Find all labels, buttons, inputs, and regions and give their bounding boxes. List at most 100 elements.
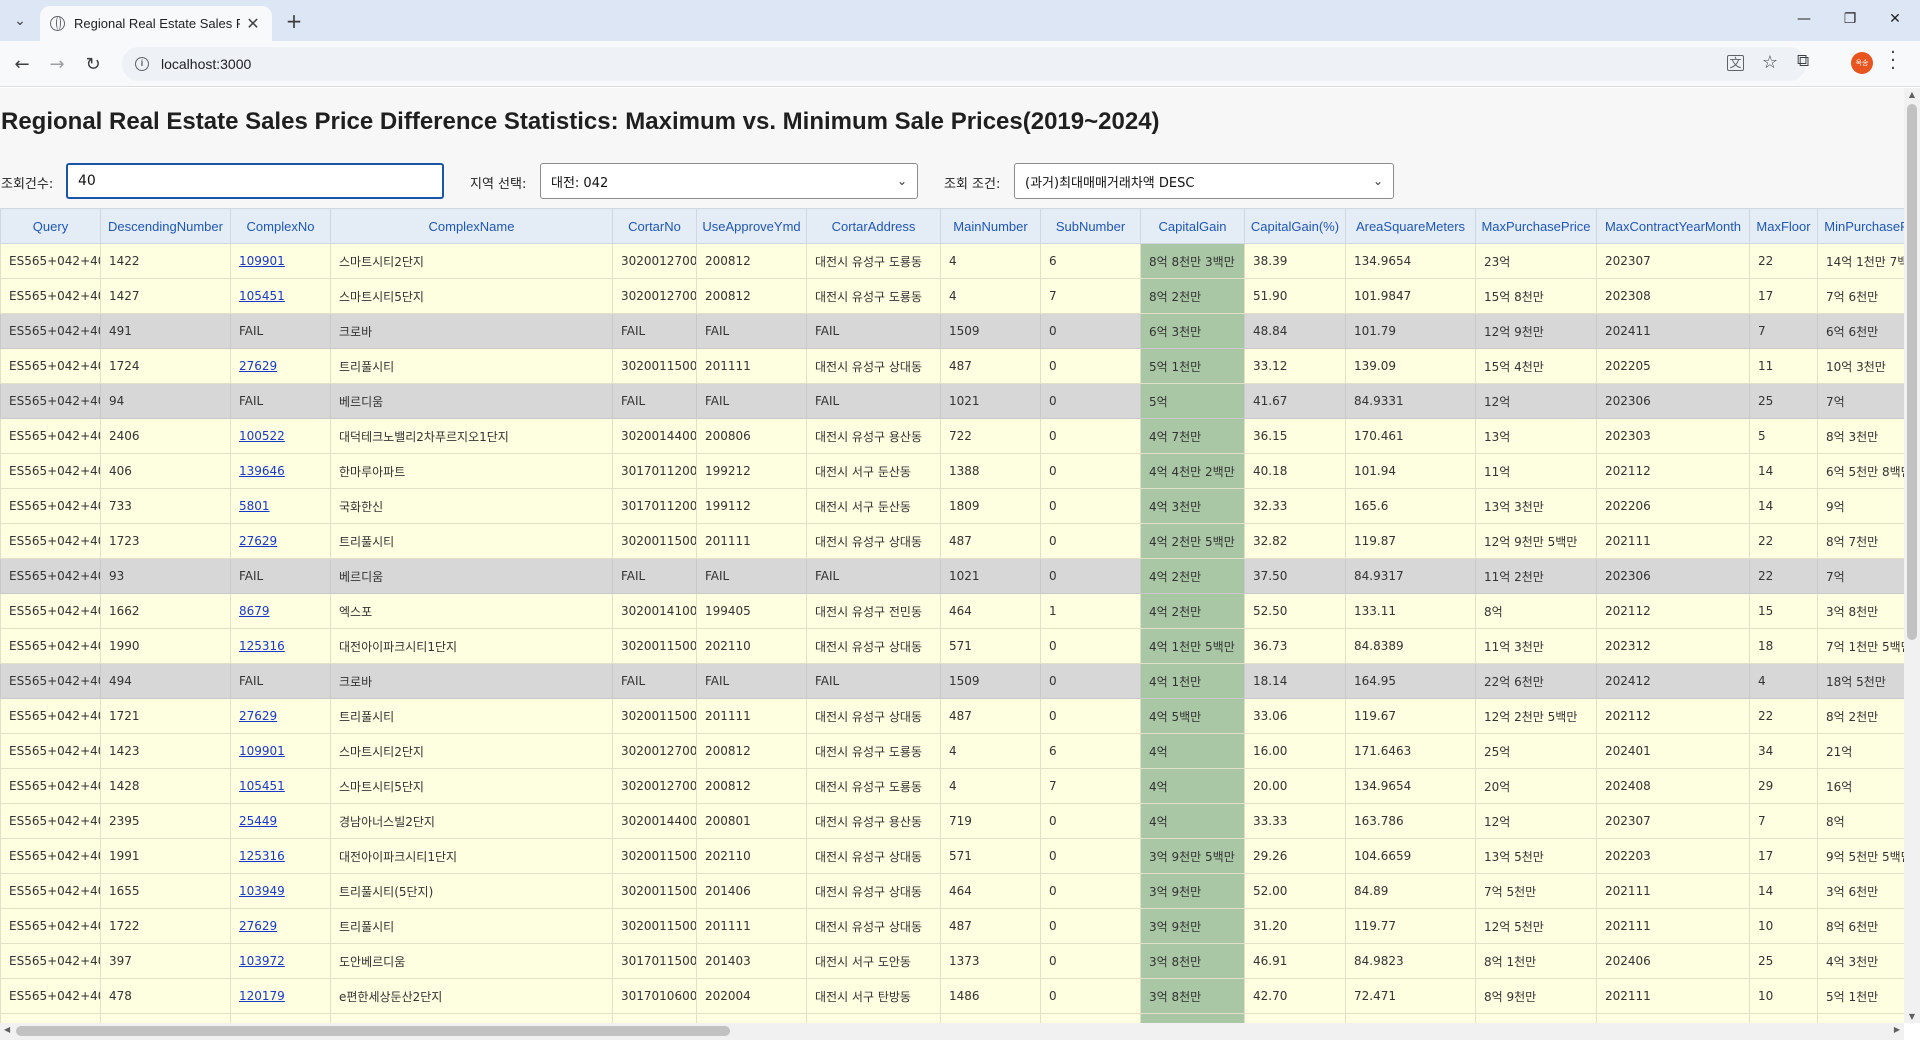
table-cell: 11 [1749, 348, 1818, 384]
address-bar[interactable]: i localhost:3000 文 ☆ [122, 47, 1806, 81]
column-header[interactable]: ComplexNo [230, 208, 331, 244]
table-row[interactable]: ES565+042+40 1722 27629 트리풀시티 3020011500 2011… [0, 908, 1904, 944]
table-cell: 101.9847 [1345, 278, 1476, 314]
table-row[interactable]: ES565+042+40 1422 109901 스마트시티2단지 3020012700… [0, 243, 1904, 279]
table-row[interactable]: ES565+042+40 1655 103949 트리풀시티(5단지) 30200115… [0, 873, 1904, 909]
table-row[interactable]: ES565+042+40 2406 100522 대덕테크노밸리2차푸르지오1단지 30… [0, 418, 1904, 454]
column-header[interactable]: UseApproveYmd [696, 208, 807, 244]
close-window-button[interactable]: ✕ [1889, 11, 1901, 27]
complex-no-link[interactable]: 27629 [239, 534, 278, 548]
column-header[interactable]: ComplexName [330, 208, 613, 244]
complex-no-link[interactable]: 27629 [239, 359, 278, 373]
back-button[interactable]: ← [10, 52, 34, 76]
table-cell: 125316 [230, 628, 331, 664]
table-cell: FAIL [230, 313, 331, 349]
table-cell: FAIL [806, 313, 941, 349]
minimize-button[interactable]: — [1797, 11, 1811, 27]
restore-button[interactable]: ❐ [1843, 11, 1857, 27]
column-header[interactable]: AreaSquareMeters [1345, 208, 1476, 244]
table-row[interactable]: ES565+042+40 406 139646 한마루아파트 3017011200 199… [0, 453, 1904, 489]
column-header[interactable]: CortarNo [612, 208, 697, 244]
translate-icon[interactable]: 文 [1727, 55, 1744, 71]
column-header[interactable]: Query [0, 208, 101, 244]
table-row[interactable]: ES565+042+40 491 FAIL 크로바 FAIL FAIL FAIL 1509 0 6… [0, 313, 1904, 349]
horizontal-scroll-thumb[interactable] [16, 1026, 730, 1036]
profile-avatar[interactable]: 옥송 [1851, 52, 1873, 74]
complex-no-link[interactable]: 105451 [239, 289, 285, 303]
column-header[interactable]: SubNumber [1040, 208, 1141, 244]
table-cell: 8679 [230, 593, 331, 629]
table-row[interactable]: ES565+042+40 1721 27629 트리풀시티 3020011500 2011… [0, 698, 1904, 734]
table-row[interactable]: ES565+042+40 [0, 1013, 1904, 1023]
complex-no-link[interactable]: 27629 [239, 919, 278, 933]
table-row[interactable]: ES565+042+40 2395 25449 경남아너스빌2단지 3020014400… [0, 803, 1904, 839]
table-cell: 대전시 유성구 도룡동 [806, 243, 941, 279]
scroll-up-arrow-icon[interactable]: ▲ [1908, 90, 1916, 99]
table-cell: ES565+042+40 [0, 698, 101, 734]
extensions-puzzle-icon[interactable]: ⧉ [1797, 51, 1810, 71]
column-header[interactable]: MaxContractYearMonth [1596, 208, 1750, 244]
kebab-menu-icon[interactable]: · · · [1890, 42, 1896, 79]
complex-no-link[interactable]: 109901 [239, 744, 285, 758]
column-header[interactable]: MinPurchasePrice [1817, 208, 1904, 244]
column-header[interactable]: MainNumber [940, 208, 1041, 244]
column-header[interactable]: MaxFloor [1749, 208, 1818, 244]
complex-no-link[interactable]: 103972 [239, 954, 285, 968]
table-row[interactable]: ES565+042+40 1990 125316 대전아이파크시티1단지 3020011… [0, 628, 1904, 664]
close-icon[interactable]: ✕ [246, 14, 260, 33]
table-row[interactable]: ES565+042+40 1423 109901 스마트시티2단지 3020012700… [0, 733, 1904, 769]
table-row[interactable]: ES565+042+40 93 FAIL 베르디움 FAIL FAIL FAIL 1021 0 4… [0, 558, 1904, 594]
scroll-left-arrow-icon[interactable]: ◀ [4, 1025, 11, 1034]
table-row[interactable]: ES565+042+40 733 5801 국화한신 3017011200 199112 대… [0, 488, 1904, 524]
table-cell: 1991 [100, 838, 231, 874]
info-icon[interactable]: i [135, 57, 149, 71]
table-row[interactable]: ES565+042+40 494 FAIL 크로바 FAIL FAIL FAIL 1509 0 4… [0, 663, 1904, 699]
bookmark-star-icon[interactable]: ☆ [1761, 52, 1778, 73]
forward-button[interactable]: → [45, 52, 69, 76]
tab-search-button[interactable]: ⌄ [8, 9, 32, 33]
vertical-scrollbar[interactable]: ▲ ▼ [1904, 88, 1920, 1023]
table-cell: ES565+042+40 [0, 243, 101, 279]
complex-no-link[interactable]: 25449 [239, 814, 278, 828]
new-tab-button[interactable]: + [285, 9, 303, 33]
vertical-scroll-thumb[interactable] [1907, 104, 1917, 640]
table-row[interactable]: ES565+042+40 1427 105451 스마트시티5단지 3020012700… [0, 278, 1904, 314]
url-text[interactable]: localhost:3000 [161, 56, 252, 72]
table-row[interactable]: ES565+042+40 397 103972 도안베르디움 3017011500 201… [0, 943, 1904, 979]
table-row[interactable]: ES565+042+40 1428 105451 스마트시티5단지 3020012700… [0, 768, 1904, 804]
complex-no-link[interactable]: 5801 [239, 499, 270, 513]
complex-no-link[interactable]: 100522 [239, 429, 285, 443]
column-header[interactable]: CortarAddress [806, 208, 941, 244]
table-row[interactable]: ES565+042+40 478 120179 e편한세상둔산2단지 301701060… [0, 978, 1904, 1014]
reload-button[interactable]: ↻ [81, 52, 105, 76]
complex-no-link[interactable]: 103949 [239, 884, 285, 898]
column-header[interactable]: CapitalGain [1140, 208, 1245, 244]
browser-tab-active[interactable]: Regional Real Estate Sales Pric ✕ [40, 6, 272, 41]
table-row[interactable]: ES565+042+40 1724 27629 트리풀시티 3020011500 2011… [0, 348, 1904, 384]
column-header[interactable]: MaxPurchasePrice [1475, 208, 1597, 244]
horizontal-scrollbar[interactable]: ◀ ▶ [0, 1023, 1904, 1040]
region-select[interactable]: 대전: 042 ⌄ [540, 163, 918, 199]
count-input[interactable] [66, 163, 444, 199]
scroll-down-arrow-icon[interactable]: ▼ [1908, 1012, 1916, 1021]
complex-no-link[interactable]: 109901 [239, 254, 285, 268]
table-row[interactable]: ES565+042+40 1991 125316 대전아이파크시티1단지 3020011… [0, 838, 1904, 874]
table-cell: 125316 [230, 838, 331, 874]
table-cell: ES565+042+40 [0, 733, 101, 769]
condition-select[interactable]: (과거)최대매매거래차액 DESC ⌄ [1014, 163, 1394, 199]
complex-no-link[interactable]: 139646 [239, 464, 285, 478]
complex-no-link[interactable]: 105451 [239, 779, 285, 793]
scroll-right-arrow-icon[interactable]: ▶ [1893, 1025, 1900, 1034]
complex-no-link[interactable]: 125316 [239, 849, 285, 863]
table-cell: ES565+042+40 [0, 628, 101, 664]
table-row[interactable]: ES565+042+40 1662 8679 엑스포 3020014100 199405 대… [0, 593, 1904, 629]
column-header[interactable]: CapitalGain(%) [1244, 208, 1346, 244]
results-table-container[interactable]: Query DescendingNumber ComplexNo ComplexNam… [0, 208, 1904, 1023]
table-row[interactable]: ES565+042+40 1723 27629 트리풀시티 3020011500 2011… [0, 523, 1904, 559]
complex-no-link[interactable]: 120179 [239, 989, 285, 1003]
complex-no-link[interactable]: 125316 [239, 639, 285, 653]
complex-no-link[interactable]: 27629 [239, 709, 278, 723]
column-header[interactable]: DescendingNumber [100, 208, 231, 244]
table-row[interactable]: ES565+042+40 94 FAIL 베르디움 FAIL FAIL FAIL 1021 0 5… [0, 383, 1904, 419]
complex-no-link[interactable]: 8679 [239, 604, 270, 618]
